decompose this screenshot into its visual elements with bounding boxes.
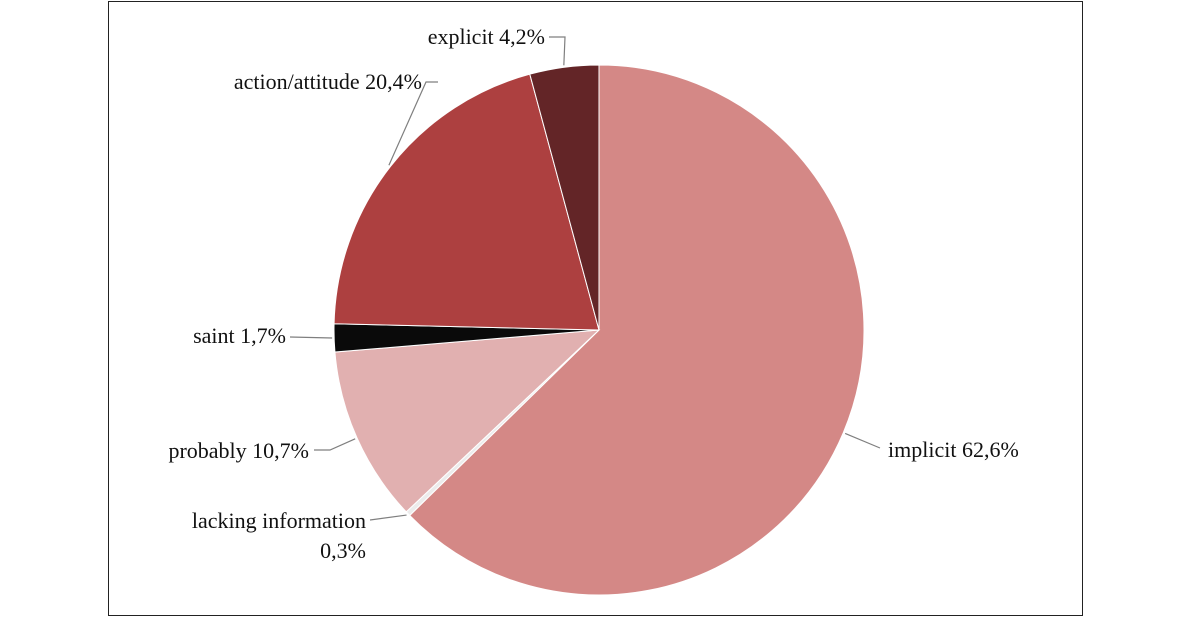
leader-line-action-attitude (388, 81, 438, 166)
label-action-attitude: action/attitude 20,4% (234, 69, 422, 94)
pie-slice-action-attitude (333, 73, 600, 331)
leader-line-lacking-information (369, 514, 407, 521)
leader-lines (289, 36, 881, 521)
label-probably: probably 10,7% (168, 438, 309, 463)
pie-slice-probably (334, 329, 601, 513)
label-saint: saint 1,7% (193, 323, 286, 348)
pie-slices (333, 64, 865, 596)
leader-line-implicit (844, 432, 881, 449)
label-implicit: implicit 62,6% (888, 437, 1019, 462)
leader-line-probably (314, 438, 356, 451)
leader-line-saint (289, 336, 333, 339)
pie-slice-explicit (529, 64, 600, 331)
label-lacking-information-line2: 0,3% (320, 538, 366, 563)
leader-line-explicit (549, 36, 566, 66)
label-lacking-information-line1: lacking information (192, 508, 366, 533)
pie-slice-implicit (409, 64, 865, 596)
label-explicit: explicit 4,2% (428, 24, 545, 49)
